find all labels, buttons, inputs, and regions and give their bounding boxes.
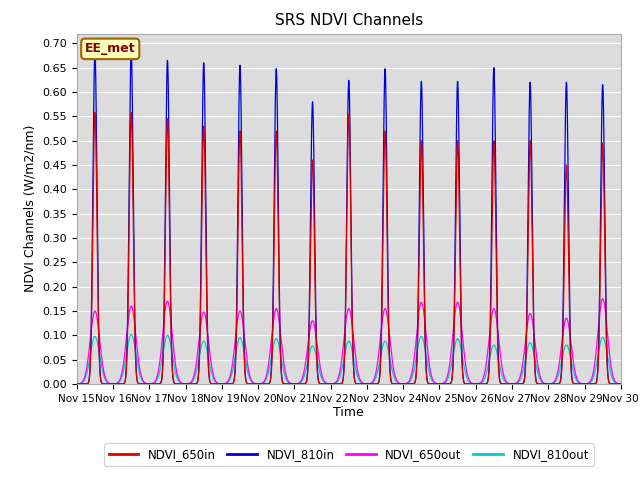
Text: EE_met: EE_met [85, 42, 136, 55]
Title: SRS NDVI Channels: SRS NDVI Channels [275, 13, 423, 28]
Legend: NDVI_650in, NDVI_810in, NDVI_650out, NDVI_810out: NDVI_650in, NDVI_810in, NDVI_650out, NDV… [104, 443, 594, 466]
Y-axis label: NDVI Channels (W/m2/nm): NDVI Channels (W/m2/nm) [24, 125, 36, 292]
X-axis label: Time: Time [333, 407, 364, 420]
